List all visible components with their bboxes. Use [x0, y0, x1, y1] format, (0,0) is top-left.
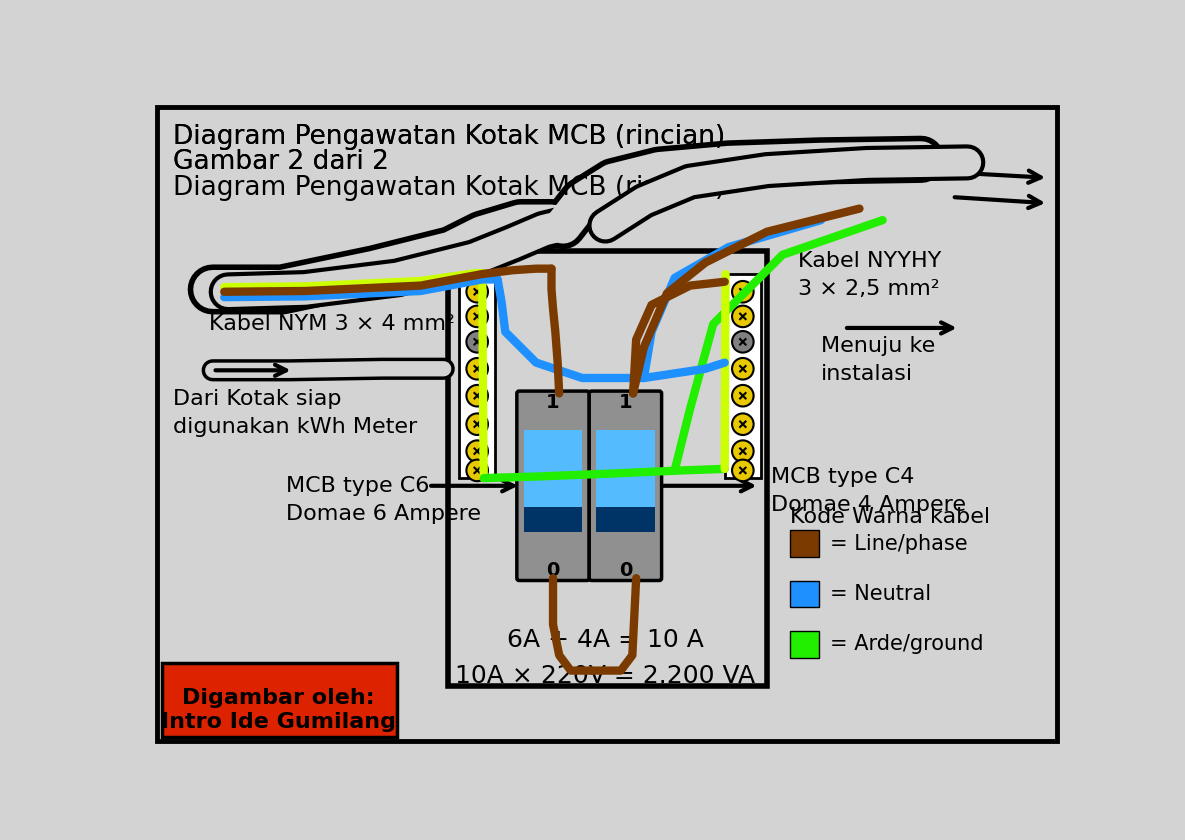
Circle shape — [467, 358, 488, 380]
Circle shape — [467, 413, 488, 435]
Circle shape — [467, 306, 488, 327]
Circle shape — [732, 281, 754, 302]
Circle shape — [732, 358, 754, 380]
Text: Digambar oleh:: Digambar oleh: — [181, 688, 374, 707]
Bar — [596, 507, 654, 532]
Text: Intro Ide Gumilang: Intro Ide Gumilang — [161, 712, 396, 732]
Text: Gambar 2 dari 2: Gambar 2 dari 2 — [173, 149, 389, 175]
Bar — [459, 274, 495, 478]
Text: = Line/phase: = Line/phase — [831, 533, 968, 554]
Bar — [524, 430, 582, 507]
Text: Dari Kotak siap
digunakan kWh Meter: Dari Kotak siap digunakan kWh Meter — [173, 389, 417, 437]
Text: Kode Warna kabel: Kode Warna kabel — [790, 507, 991, 528]
FancyBboxPatch shape — [517, 391, 589, 580]
Text: 6A + 4A = 10 A
10A × 220V = 2.200 VA: 6A + 4A = 10 A 10A × 220V = 2.200 VA — [455, 628, 756, 688]
Bar — [596, 430, 654, 507]
Circle shape — [467, 440, 488, 462]
Text: Menuju ke
instalasi: Menuju ke instalasi — [821, 336, 935, 384]
Text: Kabel NYM 3 × 4 mm²: Kabel NYM 3 × 4 mm² — [209, 314, 455, 334]
Text: Diagram Pengawatan Kotak MCB (rincian): Diagram Pengawatan Kotak MCB (rincian) — [173, 176, 725, 202]
Circle shape — [467, 281, 488, 302]
Text: 1: 1 — [619, 393, 633, 412]
Bar — [524, 507, 582, 532]
Text: Kabel NYYHY
3 × 2,5 mm²: Kabel NYYHY 3 × 2,5 mm² — [798, 251, 941, 299]
Circle shape — [732, 413, 754, 435]
Text: Diagram Pengawatan Kotak MCB (rincian): Diagram Pengawatan Kotak MCB (rincian) — [173, 123, 725, 150]
Circle shape — [732, 306, 754, 327]
Circle shape — [732, 385, 754, 407]
Circle shape — [732, 331, 754, 353]
Text: MCB type C6
Domae 6 Ampere: MCB type C6 Domae 6 Ampere — [286, 475, 481, 524]
Circle shape — [467, 331, 488, 353]
Text: MCB type C4
Domae 4 Ampere: MCB type C4 Domae 4 Ampere — [771, 466, 966, 515]
Bar — [162, 663, 397, 737]
Circle shape — [467, 385, 488, 407]
Circle shape — [467, 459, 488, 481]
Bar — [448, 251, 767, 686]
Bar — [725, 274, 761, 478]
Text: Diagram Pengawatan Kotak MCB (rincian): Diagram Pengawatan Kotak MCB (rincian) — [173, 123, 725, 150]
Bar — [790, 631, 820, 658]
Circle shape — [732, 440, 754, 462]
Bar — [790, 531, 820, 558]
Text: 0: 0 — [619, 561, 632, 580]
Text: = Arde/ground: = Arde/ground — [831, 633, 984, 654]
Text: 0: 0 — [546, 561, 559, 580]
Text: 1: 1 — [546, 393, 559, 412]
Text: = Neutral: = Neutral — [831, 584, 931, 604]
Text: Gambar 2 dari 2: Gambar 2 dari 2 — [173, 149, 389, 175]
FancyBboxPatch shape — [589, 391, 661, 580]
Bar — [790, 580, 820, 607]
Circle shape — [732, 459, 754, 481]
